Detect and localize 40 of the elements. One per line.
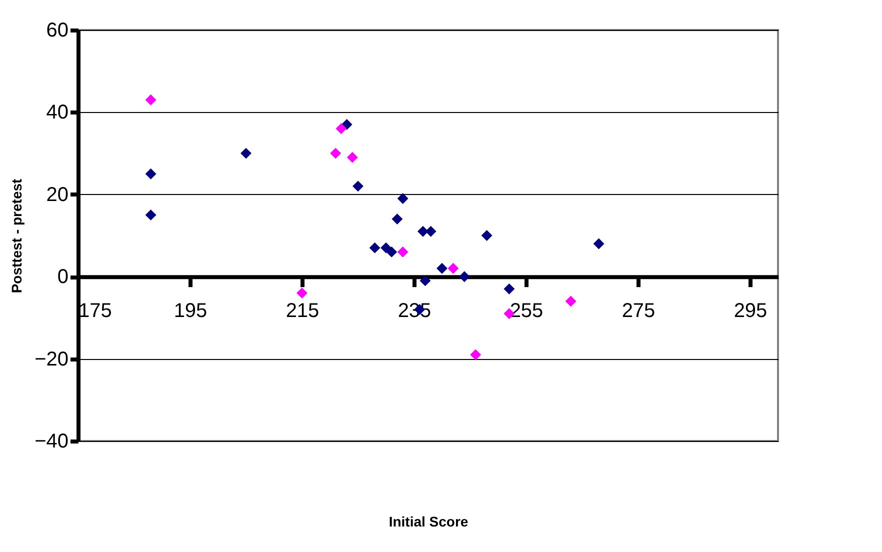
point (397, 246, 408, 258)
y-tick-label: 0 (57, 266, 68, 288)
point (565, 296, 576, 307)
point (145, 168, 156, 180)
x-tick-label: 295 (734, 300, 768, 322)
point (240, 148, 252, 159)
y-tick-label: 20 (46, 184, 68, 206)
point (420, 275, 431, 286)
x-tick-label: 215 (286, 300, 320, 322)
point (352, 180, 364, 192)
point (425, 226, 436, 237)
point (436, 262, 448, 274)
point (145, 209, 156, 220)
point (330, 148, 342, 159)
y-tick-label: 40 (46, 102, 68, 124)
x-tick-label: 255 (510, 300, 544, 322)
point (504, 283, 515, 294)
y-tick-label: 60 (46, 20, 68, 42)
point (296, 288, 308, 299)
point (397, 193, 408, 204)
point (448, 262, 459, 274)
y-tick-label: −20 (34, 348, 68, 370)
point (380, 242, 392, 254)
y-axis-title: Posttest - pretest (8, 178, 25, 294)
point (386, 246, 398, 258)
x-tick-label: 275 (622, 300, 656, 322)
x-tick-label: 175 (78, 300, 112, 322)
point (346, 152, 358, 163)
x-axis-title: Initial Score (388, 514, 468, 530)
point (145, 94, 156, 106)
point (481, 230, 492, 241)
point (392, 214, 403, 225)
point (369, 242, 380, 254)
point (417, 226, 428, 237)
y-tick-label: −40 (34, 430, 68, 452)
point (470, 349, 482, 360)
point (458, 271, 470, 282)
point (593, 238, 604, 250)
point (336, 123, 347, 134)
x-tick-label: 195 (174, 300, 208, 322)
